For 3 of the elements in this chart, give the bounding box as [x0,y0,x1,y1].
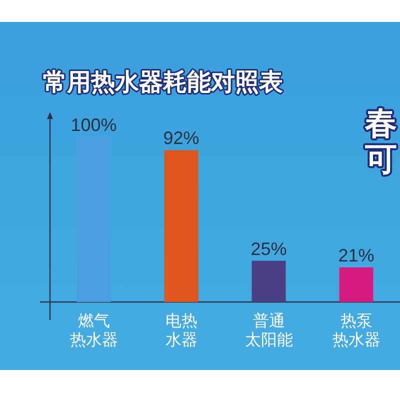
annotation: 可 [365,141,397,177]
annotation: 春 [365,105,397,141]
title: 常用热水器耗能对照表 [43,69,283,96]
